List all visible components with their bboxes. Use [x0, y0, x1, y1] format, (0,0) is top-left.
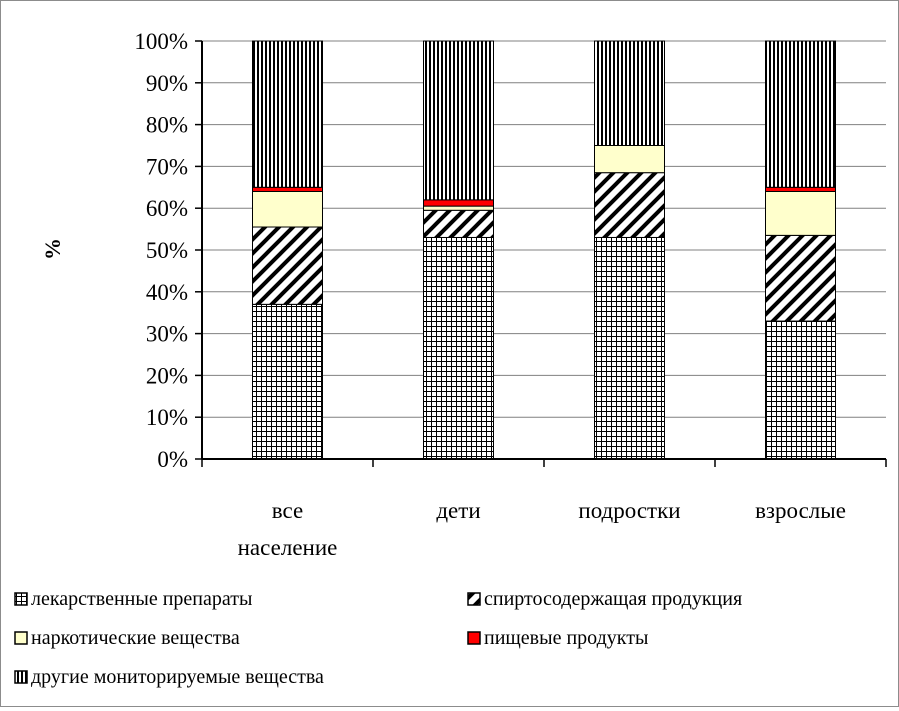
x-tick-labels: все население дети подростки взрослые — [238, 498, 846, 560]
bar-segment-1 — [423, 236, 494, 460]
y-tick-label: 80% — [146, 113, 188, 138]
legend-label-5: другие мониторируемые вещества — [31, 666, 324, 688]
bar-segment-4 — [765, 186, 836, 192]
y-tick-label: 40% — [146, 280, 188, 305]
legend-swatch-4 — [467, 631, 481, 645]
y-tick-label: 0% — [157, 447, 188, 472]
y-tick-label: 100% — [134, 29, 188, 54]
axes — [195, 40, 887, 467]
bar-segment-3 — [423, 205, 494, 211]
bar-segment-2 — [252, 226, 323, 305]
legend-swatch-5 — [14, 670, 28, 684]
y-tick-label: 70% — [146, 154, 188, 179]
bar-segment-5 — [252, 40, 323, 188]
x-tick-label: все — [272, 498, 303, 523]
bar-segment-3 — [252, 190, 323, 228]
bar-segment-3 — [765, 190, 836, 236]
y-axis-label: % — [40, 238, 65, 260]
bar-segment-1 — [252, 303, 323, 460]
legend-swatch-1 — [14, 592, 28, 606]
y-tick-label: 50% — [146, 238, 188, 263]
legend: лекарственные препараты спиртосодержащая … — [14, 588, 742, 688]
y-tick-label: 30% — [146, 322, 188, 347]
legend-label-3: наркотические вещества — [31, 627, 240, 649]
x-tick-label: подростки — [578, 498, 680, 523]
bar-segment-2 — [765, 234, 836, 322]
legend-label-1: лекарственные препараты — [31, 588, 252, 610]
legend-label-2: спиртосодержащая продукция — [484, 588, 742, 610]
bar-segment-1 — [765, 320, 836, 460]
y-tick-label: 10% — [146, 405, 188, 430]
bar-segment-5 — [765, 40, 836, 188]
bar-segment-4 — [252, 186, 323, 192]
y-tick-labels: 0% 10% 20% 30% 40% 50% 60% 70% 80% 90% 100% — [134, 29, 188, 472]
bar-segment-3 — [594, 145, 665, 174]
y-tick-label: 90% — [146, 71, 188, 96]
legend-swatch-2 — [467, 592, 481, 606]
bar-segment-1 — [594, 236, 665, 460]
bar-segment-2 — [423, 209, 494, 238]
bar-segment-5 — [423, 40, 494, 201]
bars — [252, 40, 836, 460]
bar-segment-5 — [594, 40, 665, 146]
x-tick-label: население — [238, 535, 338, 560]
y-tick-label: 60% — [146, 196, 188, 221]
legend-swatch-3 — [14, 631, 28, 645]
bar-segment-2 — [594, 172, 665, 238]
x-tick-label: дети — [436, 498, 480, 523]
x-tick-label: взрослые — [755, 498, 846, 523]
legend-label-4: пищевые продукты — [484, 627, 648, 649]
y-tick-label: 20% — [146, 363, 188, 388]
bar-segment-4 — [423, 199, 494, 207]
